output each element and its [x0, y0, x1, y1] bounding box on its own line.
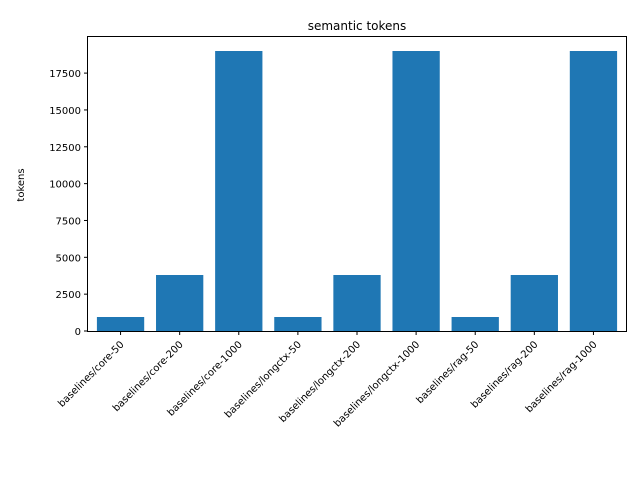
bar-7 — [451, 317, 499, 331]
plot-frame — [87, 36, 627, 332]
bar-9 — [569, 51, 618, 331]
y-axis-title: tokens — [16, 168, 27, 201]
chart-title: semantic tokens — [308, 19, 407, 33]
y-axis: 0 2500 5000 7500 10000 12500 15000 17500 — [49, 69, 88, 338]
y-tick-label: 7500 — [56, 216, 81, 227]
bar-6 — [392, 51, 440, 331]
bars-group — [96, 51, 618, 331]
bar-2 — [156, 275, 204, 331]
bar-4 — [274, 317, 322, 331]
y-tick-label: 2500 — [56, 290, 81, 301]
y-tick-label: 12500 — [49, 143, 81, 154]
y-tick-label: 10000 — [49, 180, 81, 191]
bar-1 — [96, 317, 145, 331]
y-tick-label: 0 — [75, 327, 81, 338]
bar-8 — [510, 275, 558, 331]
y-tick-label: 17500 — [49, 69, 81, 80]
y-tick-label: 15000 — [49, 106, 81, 117]
bar-5 — [333, 275, 381, 331]
bar-3 — [215, 51, 263, 331]
y-tick-label: 5000 — [56, 253, 81, 264]
